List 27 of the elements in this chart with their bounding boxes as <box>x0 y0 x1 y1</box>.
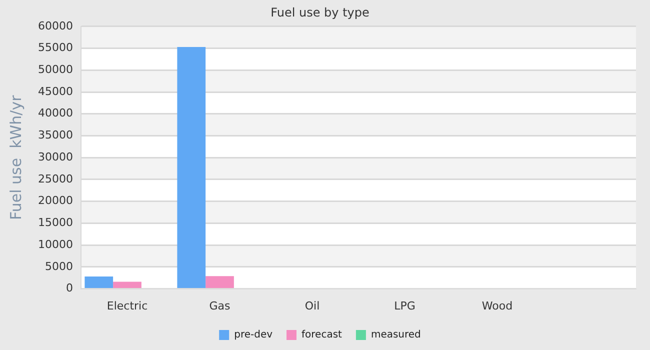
y-tick-label: 45000 <box>38 84 73 98</box>
x-tick-label: Electric <box>106 299 148 312</box>
y-tick-label: 35000 <box>38 128 73 142</box>
bar <box>177 46 206 288</box>
y-tick-label: 40000 <box>38 106 73 120</box>
y-tick-label: 55000 <box>38 41 73 54</box>
x-tick-label: Oil <box>304 299 320 312</box>
bar <box>84 276 114 288</box>
legend-label: pre-dev <box>234 330 273 341</box>
x-tick-label: LPG <box>394 299 416 312</box>
chart-title: Fuel use by type <box>270 5 370 20</box>
y-tick-label: 25000 <box>38 172 73 186</box>
y-tick-label: 10000 <box>38 238 73 251</box>
y-tick-label: 20000 <box>38 194 73 208</box>
bar <box>206 276 234 288</box>
y-tick-label: 60000 <box>38 19 73 32</box>
y-tick-label: 30000 <box>38 150 73 164</box>
y-tick-label: 15000 <box>38 216 73 230</box>
y-tick-label: 0 <box>66 282 73 295</box>
legend-label: measured <box>370 330 421 341</box>
x-tick-label: Wood <box>482 299 513 312</box>
y-tick-label: 5000 <box>44 260 73 273</box>
legend-label: forecast <box>302 330 342 341</box>
y-tick-label: 50000 <box>38 62 73 76</box>
x-tick-label: Gas <box>209 299 231 312</box>
bar <box>113 282 142 288</box>
y-axis-title: Fuel use kWh/yr <box>6 94 25 220</box>
